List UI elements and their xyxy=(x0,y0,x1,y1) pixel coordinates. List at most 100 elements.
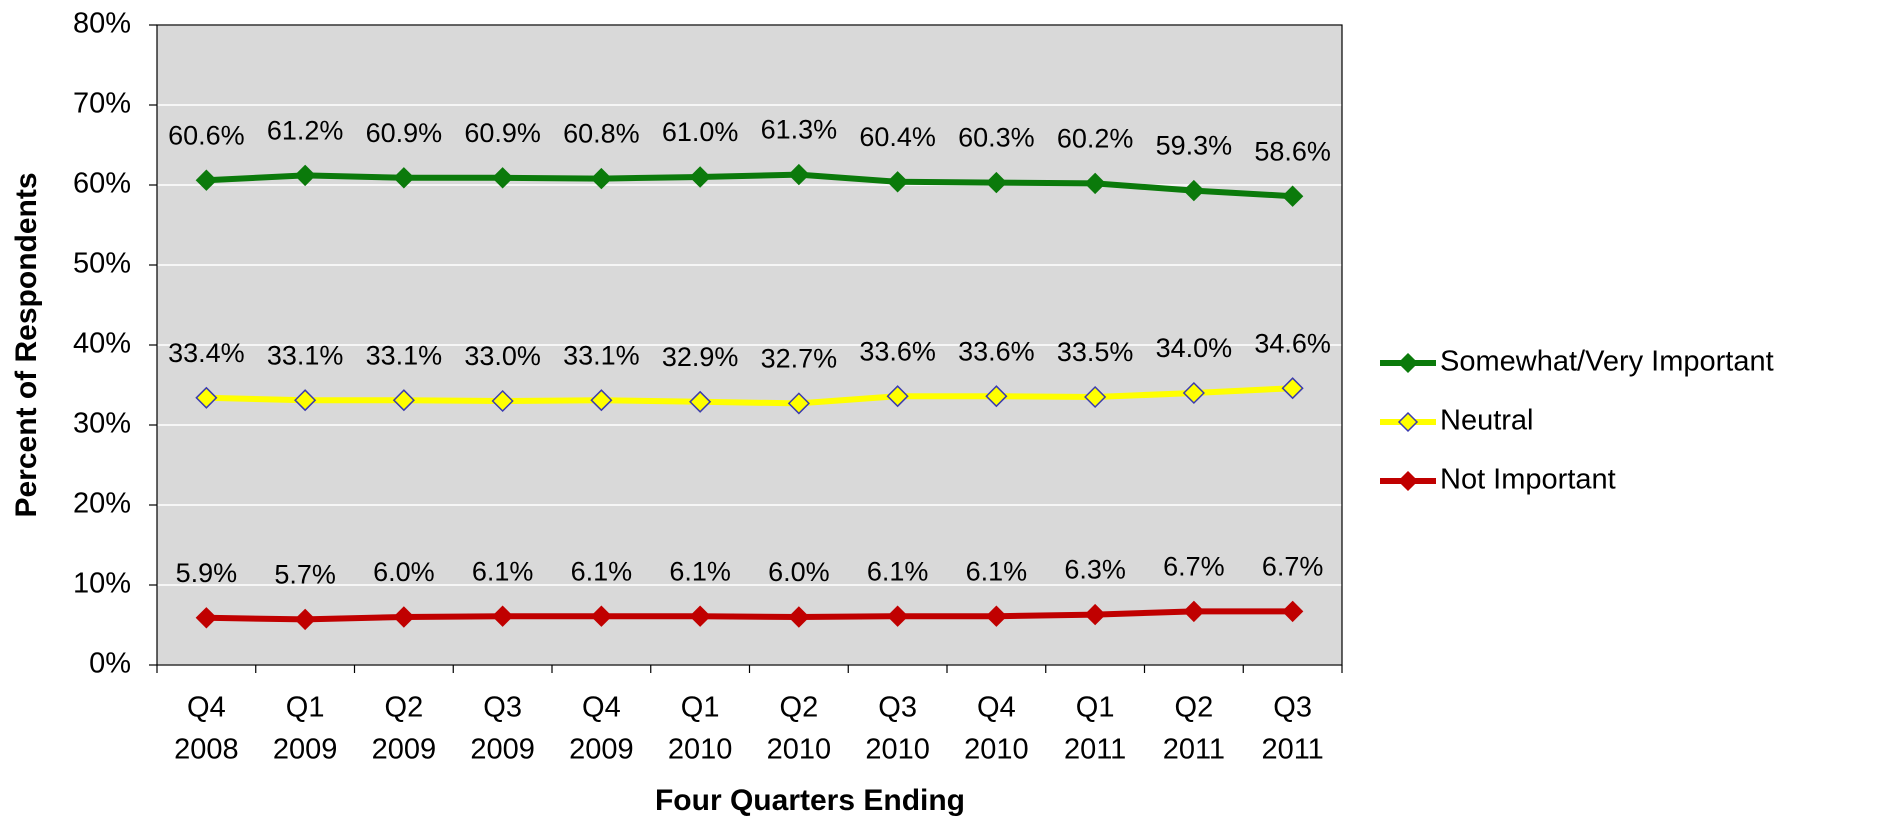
data-point xyxy=(1281,600,1304,623)
x-tick-label: Q1 xyxy=(286,692,325,724)
y-tick-label: 30% xyxy=(73,408,131,440)
x-tick-label: Q1 xyxy=(1076,692,1115,724)
x-tick-label: Q4 xyxy=(187,692,226,724)
data-label: 6.1% xyxy=(966,556,1028,586)
x-tick-label: 2008 xyxy=(174,734,239,766)
data-label: 6.7% xyxy=(1262,552,1324,582)
data-label: 61.0% xyxy=(662,117,739,147)
legend-marker xyxy=(1397,411,1419,433)
data-point xyxy=(886,171,909,193)
data-point xyxy=(491,389,514,413)
data-label: 33.1% xyxy=(267,340,344,370)
data-label: 5.7% xyxy=(274,560,336,590)
data-label: 33.1% xyxy=(366,340,443,370)
data-label: 58.6% xyxy=(1254,136,1331,166)
data-point xyxy=(294,608,316,631)
series-line xyxy=(206,171,1293,200)
data-point xyxy=(886,385,909,408)
data-label: 34.6% xyxy=(1254,328,1331,358)
data-point xyxy=(1183,600,1205,623)
data-point xyxy=(886,605,909,627)
data-label: 33.5% xyxy=(1057,337,1134,367)
data-label: 60.3% xyxy=(958,123,1035,153)
data-label: 32.9% xyxy=(662,342,739,372)
data-label: 6.1% xyxy=(571,556,633,586)
x-tick-label: 2011 xyxy=(1064,734,1126,766)
x-tick-label: Q4 xyxy=(977,692,1016,724)
series-line xyxy=(206,385,1293,407)
data-label: 60.9% xyxy=(464,118,541,148)
x-tick-label: Q2 xyxy=(1175,692,1214,724)
x-tick-label: Q1 xyxy=(681,692,720,724)
data-label: 33.4% xyxy=(168,338,245,368)
data-label: 60.9% xyxy=(366,118,443,148)
data-point xyxy=(689,166,711,188)
y-tick-label: 50% xyxy=(73,248,131,280)
y-tick-label: 70% xyxy=(73,88,131,120)
data-label: 34.0% xyxy=(1156,333,1233,363)
data-label: 33.6% xyxy=(958,336,1035,366)
x-tick-label: Q3 xyxy=(1273,692,1312,724)
legend-marker xyxy=(1397,470,1419,492)
data-label: 5.9% xyxy=(176,558,238,588)
data-point xyxy=(392,389,415,412)
legend-marker xyxy=(1397,352,1419,374)
legend-label: Somewhat/Very Important xyxy=(1440,346,1774,378)
y-tick-label: 80% xyxy=(73,8,131,40)
x-tick-label: Q2 xyxy=(780,692,819,724)
data-label: 6.1% xyxy=(867,556,929,586)
x-axis-title: Four Quarters Ending xyxy=(655,784,965,817)
series-line xyxy=(206,608,1293,623)
data-point xyxy=(294,164,316,187)
data-point xyxy=(689,605,711,627)
data-label: 60.2% xyxy=(1057,124,1134,154)
y-axis-title: Percent of Respondents xyxy=(10,172,43,517)
data-point xyxy=(590,167,613,190)
data-label: 33.1% xyxy=(563,340,640,370)
data-label: 32.7% xyxy=(761,344,838,374)
data-point xyxy=(491,605,514,627)
data-point xyxy=(1084,172,1106,195)
data-label: 6.0% xyxy=(768,557,830,587)
data-point xyxy=(1182,381,1205,405)
data-label: 60.8% xyxy=(563,119,640,149)
data-point xyxy=(393,606,415,628)
x-tick-label: Q3 xyxy=(878,692,917,724)
data-label: 60.6% xyxy=(168,120,245,150)
y-tick-label: 60% xyxy=(73,168,131,200)
data-label: 6.7% xyxy=(1163,552,1225,582)
data-point xyxy=(1183,179,1205,202)
data-point xyxy=(985,385,1008,408)
x-tick-label: 2010 xyxy=(865,734,930,766)
y-tick-label: 40% xyxy=(73,328,131,360)
data-label: 6.1% xyxy=(669,556,731,586)
data-label: 60.4% xyxy=(859,122,936,152)
x-tick-label: Q2 xyxy=(385,692,424,724)
x-tick-label: 2010 xyxy=(964,734,1029,766)
data-point xyxy=(195,169,218,191)
data-point xyxy=(787,392,810,415)
x-tick-label: 2010 xyxy=(668,734,733,766)
x-tick-label: 2009 xyxy=(372,734,437,766)
data-point xyxy=(195,386,218,409)
data-point xyxy=(393,167,415,189)
data-point xyxy=(1084,603,1106,626)
data-label: 61.3% xyxy=(761,115,838,145)
data-point xyxy=(985,171,1008,194)
data-label: 59.3% xyxy=(1156,131,1233,161)
data-point xyxy=(590,389,613,412)
data-point xyxy=(985,605,1008,627)
y-tick-label: 20% xyxy=(73,488,131,520)
x-tick-label: 2009 xyxy=(569,734,634,766)
data-point xyxy=(491,167,514,189)
data-point xyxy=(788,163,810,186)
x-tick-label: 2010 xyxy=(767,734,832,766)
data-point xyxy=(1281,377,1304,400)
x-tick-label: Q3 xyxy=(483,692,522,724)
x-tick-label: 2011 xyxy=(1261,734,1323,766)
data-label: 6.3% xyxy=(1064,555,1126,585)
data-point xyxy=(1084,385,1107,409)
x-tick-label: 2009 xyxy=(470,734,535,766)
y-tick-label: 0% xyxy=(89,648,131,680)
